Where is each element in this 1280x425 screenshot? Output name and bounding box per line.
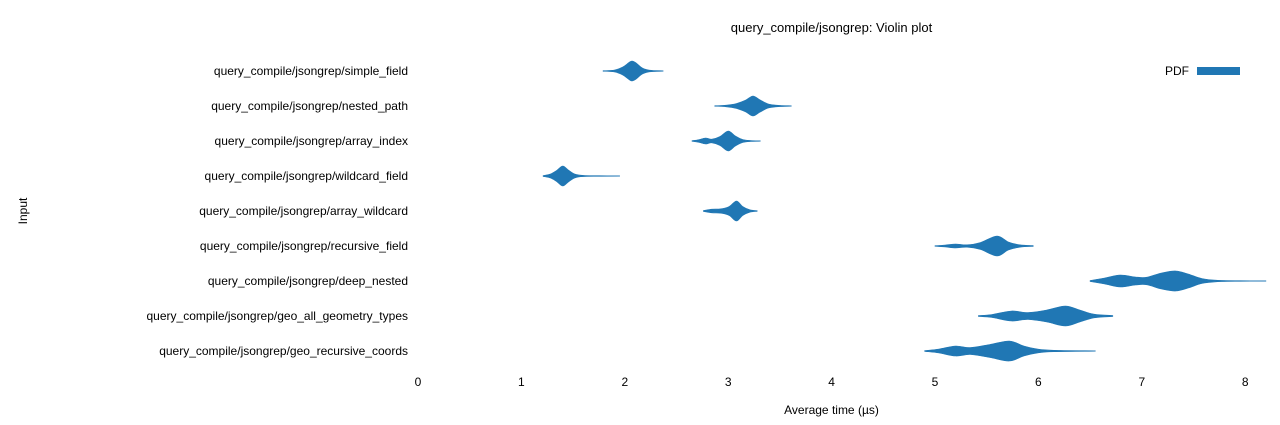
x-tick-label: 0: [414, 375, 422, 389]
y-tick-label: query_compile/jsongrep/geo_all_geometry_…: [146, 308, 409, 323]
y-tick-label: query_compile/jsongrep/array_wildcard: [199, 203, 408, 218]
y-tick-label: query_compile/jsongrep/array_index: [214, 133, 408, 148]
y-tick-label: query_compile/jsongrep/wildcard_field: [204, 168, 408, 183]
x-tick-label: 3: [724, 375, 732, 389]
x-tick-label: 2: [621, 375, 629, 389]
violin: [542, 165, 620, 187]
chart-title: query_compile/jsongrep: Violin plot: [730, 20, 933, 35]
y-tick-label: query_compile/jsongrep/recursive_field: [199, 238, 408, 253]
x-axis-title: Average time (µs): [784, 403, 879, 417]
x-tick-label: 7: [1138, 375, 1146, 389]
violin: [978, 305, 1114, 327]
y-tick-label: query_compile/jsongrep/deep_nested: [207, 273, 408, 288]
violin: [1089, 270, 1267, 292]
x-tick-label: 5: [931, 375, 939, 389]
x-tick-label: 1: [518, 375, 525, 389]
violin: [714, 95, 792, 117]
x-tick-label: 4: [828, 375, 835, 389]
x-tick-label: 6: [1035, 375, 1042, 389]
legend: PDF: [1165, 64, 1240, 78]
violin: [703, 200, 758, 222]
legend-label: PDF: [1165, 64, 1189, 78]
y-tick-label: query_compile/jsongrep/simple_field: [213, 63, 408, 78]
legend-swatch: [1197, 67, 1240, 75]
violin: [602, 60, 664, 82]
y-tick-label: query_compile/jsongrep/nested_path: [211, 98, 408, 113]
violin: [934, 235, 1034, 257]
x-tick-label: 8: [1241, 375, 1249, 389]
violin: [691, 130, 761, 152]
violin: [924, 340, 1096, 362]
y-tick-label: query_compile/jsongrep/geo_recursive_coo…: [159, 343, 408, 358]
